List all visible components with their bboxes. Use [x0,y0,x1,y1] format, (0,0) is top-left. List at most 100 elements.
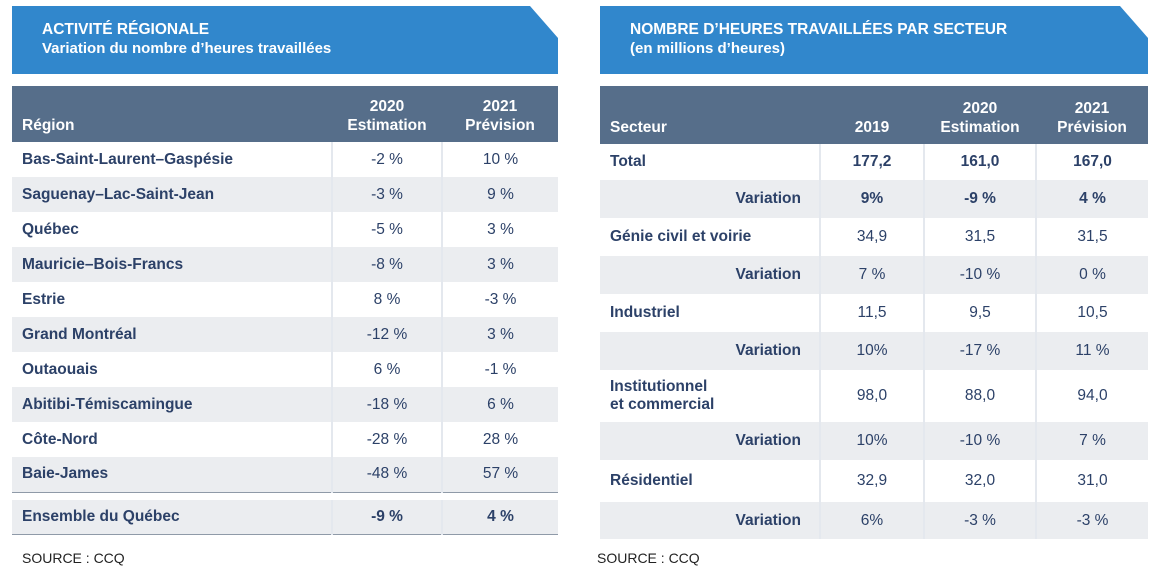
variation-2021: -3 % [1035,502,1148,539]
variation-2020: -17 % [923,332,1036,370]
variation-label: Variation [735,266,801,283]
header-year-2020: 2020 [962,100,998,117]
prevision-2021-value: -1 % [441,352,558,387]
prevision-2021-value: 10 % [441,142,558,177]
estimation-2020-value: -5 % [331,212,442,247]
estimation-2020-value: -28 % [331,422,442,457]
sector-row-institutional-commercial: Institutionnel et commercial 98,0 88,0 9… [600,370,1148,422]
left-source-note: SOURCE : CCQ [22,550,125,566]
table-row: Québec -5 % 3 % [12,212,558,247]
prevision-2021-value: 6 % [441,387,558,422]
sector-name-line1: Institutionnel [610,378,708,395]
variation-2019: 10% [819,422,924,460]
table-header-row: Région 2020 Estimation 2021 Prévision [12,86,558,142]
variation-row-total: Variation 9% -9 % 4 % [600,180,1148,218]
header-year-2021: 2021 [482,98,518,115]
table-row: Outaouais 6 % -1 % [12,352,558,387]
regional-activity-title: ACTIVITÉ RÉGIONALE [42,21,210,38]
prevision-2021-column-header: 2021 Prévision [442,86,558,142]
table-separator [12,491,558,500]
header-year-2021: 2021 [1074,100,1110,117]
sector-hours-title: NOMBRE D’HEURES TRAVAILLÉES PAR SECTEUR [630,21,1008,38]
sector-name: Institutionnel et commercial [600,370,820,422]
value-2020: 31,5 [923,218,1036,256]
region-name: Mauricie–Bois-Francs [22,255,184,273]
header-year-2020: 2020 [369,98,405,115]
estimation-2020-value: 6 % [331,352,442,387]
total-estimation-2020-value: -9 % [331,500,442,535]
value-2021: 10,5 [1035,294,1148,332]
value-2019: 177,2 [819,144,924,180]
value-2020: 32,0 [923,460,1036,502]
region-name: Saguenay–Lac-Saint-Jean [22,185,215,203]
variation-row-residential: Variation 6% -3 % -3 % [600,502,1148,539]
variation-label: Variation [735,432,801,449]
table-row: Abitibi-Témiscamingue -18 % 6 % [12,387,558,422]
variation-2021: 7 % [1035,422,1148,460]
table-row: Estrie 8 % -3 % [12,282,558,317]
header-estimation: Estimation [347,117,427,134]
region-name: Estrie [22,290,66,308]
year-2019-column-header: 2019 [820,86,924,144]
regional-activity-table: Région 2020 Estimation 2021 Prévision Ba… [12,86,558,535]
region-name: Bas-Saint-Laurent–Gaspésie [22,150,234,168]
sector-name: Génie civil et voirie [610,228,752,245]
value-2020: 9,5 [923,294,1036,332]
variation-label: Variation [735,190,801,207]
regional-activity-panel: ACTIVITÉ RÉGIONALE Variation du nombre d… [12,6,558,535]
variation-2019: 7 % [819,256,924,294]
header-prevision: Prévision [465,117,535,134]
variation-2020: -10 % [923,422,1036,460]
header-prevision: Prévision [1057,119,1127,136]
regional-activity-subtitle: Variation du nombre d’heures travaillées [42,40,332,57]
sector-name: Résidentiel [610,472,693,489]
variation-2021: 0 % [1035,256,1148,294]
variation-2021: 11 % [1035,332,1148,370]
sector-hours-banner: NOMBRE D’HEURES TRAVAILLÉES PAR SECTEUR … [600,6,1148,74]
value-2021: 94,0 [1035,370,1148,422]
table-total-row: Ensemble du Québec -9 % 4 % [12,500,558,535]
value-2019: 11,5 [819,294,924,332]
estimation-2020-value: -48 % [331,457,442,492]
prevision-2021-value: 3 % [441,317,558,352]
prevision-2021-column-header: 2021 Prévision [1036,86,1148,144]
estimation-2020-value: -3 % [331,177,442,212]
variation-2019: 9% [819,180,924,218]
variation-label: Variation [735,342,801,359]
value-2021: 167,0 [1035,144,1148,180]
table-row: Côte-Nord -28 % 28 % [12,422,558,457]
sector-name: Industriel [610,304,680,321]
region-name: Baie-James [22,465,109,483]
estimation-2020-value: -2 % [331,142,442,177]
estimation-2020-column-header: 2020 Estimation [924,86,1036,144]
value-2020: 161,0 [923,144,1036,180]
region-name: Grand Montréal [22,325,137,343]
sector-column-header: Secteur [600,86,820,144]
table-row: Bas-Saint-Laurent–Gaspésie -2 % 10 % [12,142,558,177]
header-estimation: Estimation [940,119,1020,136]
region-name: Abitibi-Témiscamingue [22,395,193,413]
variation-2020: -3 % [923,502,1036,539]
estimation-2020-value: 8 % [331,282,442,317]
estimation-2020-value: -18 % [331,387,442,422]
sector-hours-table: Secteur 2019 2020 Estimation 2021 Prévis… [600,86,1148,539]
total-prevision-2021-value: 4 % [441,500,558,535]
variation-2020: -9 % [923,180,1036,218]
variation-2021: 4 % [1035,180,1148,218]
value-2019: 34,9 [819,218,924,256]
sector-hours-subtitle: (en millions d’heures) [630,40,786,57]
variation-row-industrial: Variation 10% -17 % 11 % [600,332,1148,370]
estimation-2020-value: -8 % [331,247,442,282]
table-row: Mauricie–Bois-Francs -8 % 3 % [12,247,558,282]
value-2019: 98,0 [819,370,924,422]
value-2020: 88,0 [923,370,1036,422]
sector-row-civil-engineering: Génie civil et voirie 34,9 31,5 31,5 [600,218,1148,256]
prevision-2021-value: 3 % [441,247,558,282]
sector-row-total: Total 177,2 161,0 167,0 [600,144,1148,180]
table-row: Saguenay–Lac-Saint-Jean -3 % 9 % [12,177,558,212]
prevision-2021-value: 3 % [441,212,558,247]
regional-activity-banner: ACTIVITÉ RÉGIONALE Variation du nombre d… [12,6,558,74]
sector-row-industrial: Industriel 11,5 9,5 10,5 [600,294,1148,332]
variation-label: Variation [735,511,801,529]
prevision-2021-value: 9 % [441,177,558,212]
